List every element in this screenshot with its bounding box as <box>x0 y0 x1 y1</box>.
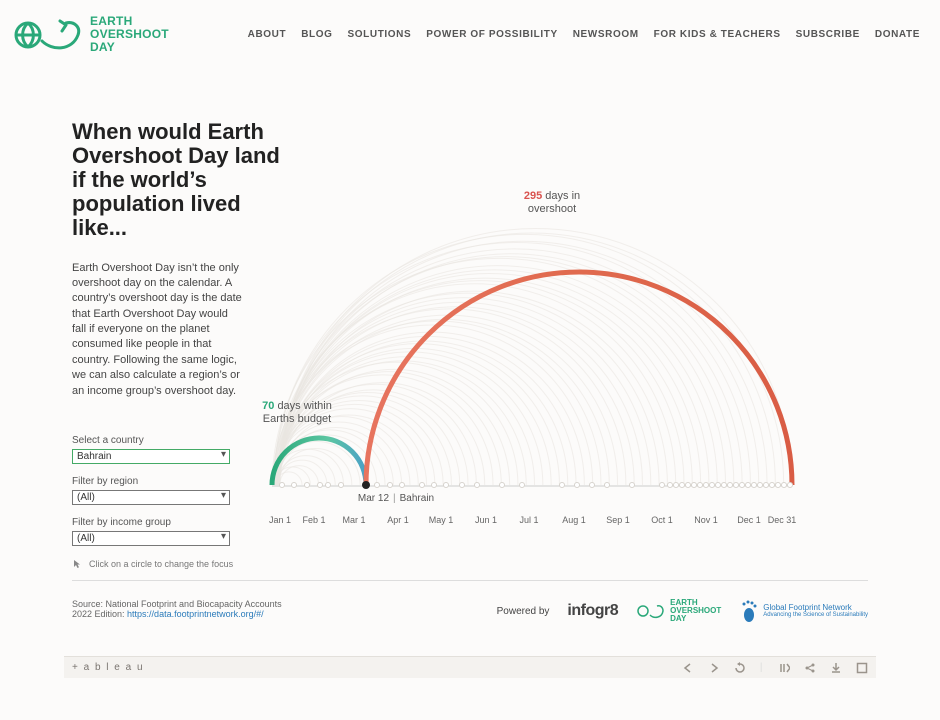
download-icon[interactable] <box>830 662 842 674</box>
pause-icon[interactable] <box>778 662 790 674</box>
axis-tick-label: Feb 1 <box>302 515 325 525</box>
income-select-value: (All) <box>77 533 95 544</box>
axis-tick-label: Dec 31 <box>768 515 797 525</box>
country-select-value: Bahrain <box>77 451 111 462</box>
region-select[interactable]: (All) <box>72 490 230 505</box>
nav-power[interactable]: POWER OF POSSIBILITY <box>426 29 557 40</box>
axis-tick-label: Sep 1 <box>606 515 630 525</box>
axis-tick-label: Dec 1 <box>737 515 761 525</box>
main-content: When would Earth Overshoot Day land if t… <box>0 65 940 570</box>
selected-marker-label: Mar 12|Bahrain <box>358 493 434 504</box>
undo-icon[interactable] <box>682 662 694 674</box>
tableau-toolbar: + a b l e a u | <box>64 656 876 678</box>
country-filter-label: Select a country <box>72 435 248 446</box>
site-header: EARTH OVERSHOOT DAY ABOUT BLOG SOLUTIONS… <box>0 0 940 65</box>
green-days-text1: days within <box>274 400 331 412</box>
source-citation: Source: National Footprint and Biocapaci… <box>72 599 282 619</box>
infogr8-logo[interactable]: infogr8 <box>567 602 618 620</box>
share-icon[interactable] <box>804 662 816 674</box>
nav-donate[interactable]: DONATE <box>875 29 920 40</box>
region-filter-label: Filter by region <box>72 476 248 487</box>
footprint-icon <box>739 599 759 623</box>
marker-country: Bahrain <box>400 493 434 504</box>
green-days-text2: Earths budget <box>263 413 332 425</box>
gfn-footer-logo[interactable]: Global Footprint Network Advancing the S… <box>739 599 868 623</box>
nav-solutions[interactable]: SOLUTIONS <box>348 29 412 40</box>
source-line1: Source: National Footprint and Biocapaci… <box>72 599 282 609</box>
axis-tick-label: Mar 1 <box>342 515 365 525</box>
redo-icon[interactable] <box>708 662 720 674</box>
overshoot-arc-chart[interactable]: 70 days within Earths budget 295 days in… <box>262 120 822 550</box>
tip-text: Click on a circle to change the focus <box>89 559 233 569</box>
red-days-value: 295 <box>524 190 542 202</box>
red-days-text2: overshoot <box>528 203 576 215</box>
nav-newsroom[interactable]: NEWSROOM <box>573 29 639 40</box>
fullscreen-icon[interactable] <box>856 662 868 674</box>
powered-by-label: Powered by <box>497 606 550 617</box>
site-logo[interactable]: EARTH OVERSHOOT DAY <box>12 15 169 55</box>
nav-about[interactable]: ABOUT <box>248 29 287 40</box>
red-annotation: 295 days in overshoot <box>524 190 580 216</box>
page-title: When would Earth Overshoot Day land if t… <box>72 120 282 241</box>
primary-nav: ABOUT BLOG SOLUTIONS POWER OF POSSIBILIT… <box>248 29 920 40</box>
axis-tick-label: Nov 1 <box>694 515 718 525</box>
income-filter-label: Filter by income group <box>72 517 248 528</box>
cursor-icon <box>72 558 84 570</box>
region-select-value: (All) <box>77 492 95 503</box>
axis-tick-label: Jun 1 <box>475 515 497 525</box>
page-description: Earth Overshoot Day isn’t the only overs… <box>72 261 242 400</box>
axis-tick-label: Apr 1 <box>387 515 409 525</box>
tableau-brand[interactable]: + a b l e a u <box>72 662 144 673</box>
reset-icon[interactable] <box>734 662 746 674</box>
axis-tick-label: Aug 1 <box>562 515 586 525</box>
green-days-value: 70 <box>262 400 274 412</box>
country-select[interactable]: Bahrain <box>72 449 230 464</box>
nav-subscribe[interactable]: SUBSCRIBE <box>796 29 860 40</box>
source-line2: 2022 Edition: <box>72 609 127 619</box>
interaction-tip: Click on a circle to change the focus <box>72 558 248 570</box>
logo-text-3: DAY <box>90 41 169 54</box>
eod-footer-logo[interactable]: EARTH OVERSHOOT DAY <box>636 599 721 623</box>
green-annotation: 70 days within Earths budget <box>262 400 332 426</box>
axis-tick-label: Jan 1 <box>269 515 291 525</box>
nav-kids[interactable]: FOR KIDS & TEACHERS <box>654 29 781 40</box>
source-link[interactable]: https://data.footprintnetwork.org/#/ <box>127 609 264 619</box>
eod-footer-icon <box>636 601 666 621</box>
income-select[interactable]: (All) <box>72 531 230 546</box>
nav-blog[interactable]: BLOG <box>301 29 332 40</box>
marker-date: Mar 12 <box>358 493 389 504</box>
axis-tick-label: Oct 1 <box>651 515 673 525</box>
red-days-text1: days in <box>542 190 580 202</box>
axis-tick-label: May 1 <box>429 515 454 525</box>
axis-tick-label: Jul 1 <box>519 515 538 525</box>
logo-icon <box>12 17 82 53</box>
chart-svg <box>262 120 822 550</box>
left-panel: When would Earth Overshoot Day land if t… <box>72 120 248 570</box>
dashboard-footer: Source: National Footprint and Biocapaci… <box>72 580 868 623</box>
